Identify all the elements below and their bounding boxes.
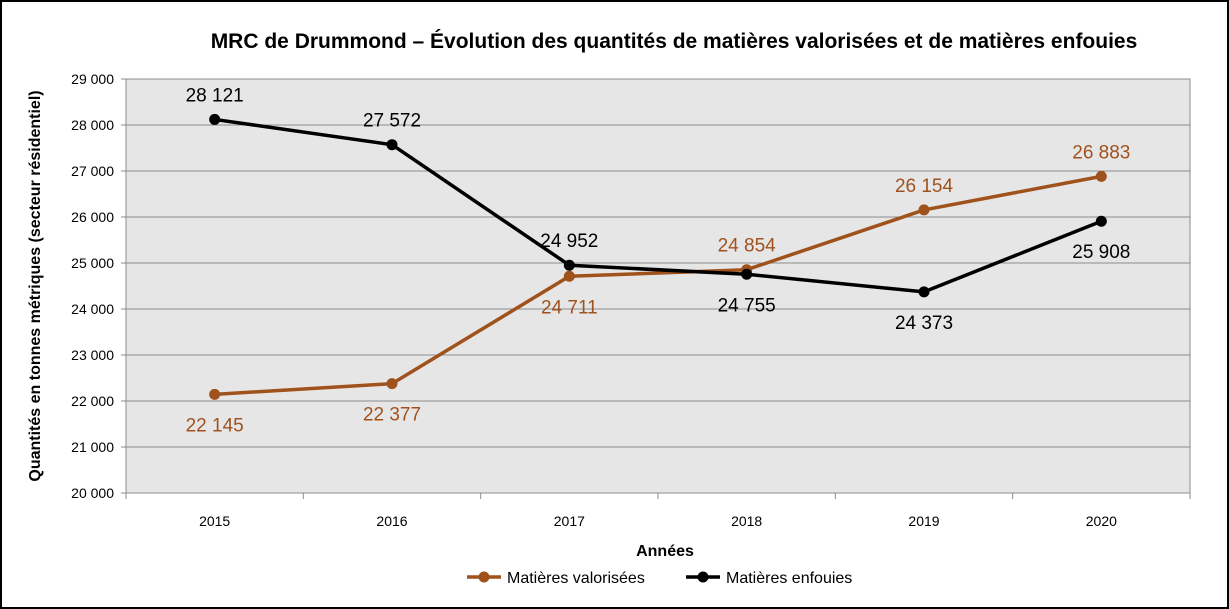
data-point-matieres-valorisees [918, 204, 930, 216]
legend-swatch-marker [478, 571, 490, 583]
data-point-matieres-enfouies [741, 268, 753, 280]
data-label-matieres-valorisees: 22 377 [363, 405, 421, 426]
data-point-matieres-valorisees [386, 378, 398, 390]
data-label-matieres-enfouies: 24 755 [718, 295, 776, 316]
x-tick-label: 2020 [1086, 513, 1117, 529]
series-line-matieres-valorisees [212, 174, 1104, 397]
x-tick-label: 2017 [554, 513, 585, 529]
data-label-matieres-valorisees: 26 883 [1072, 142, 1130, 163]
legend-item-matieres-valorisees: Matières valorisées [467, 570, 645, 587]
data-label-matieres-valorisees: 26 154 [895, 176, 954, 197]
y-tick-label: 29 000 [71, 71, 114, 87]
y-tick-label: 25 000 [71, 255, 114, 271]
data-label-matieres-valorisees: 24 854 [718, 236, 777, 257]
legend-item-matieres-enfouies: Matières enfouies [686, 570, 852, 587]
y-axis-ticks: 20 000 21 000 22 000 23 000 24 000 25 000 26 0… [71, 71, 126, 501]
x-tick-label: 2019 [908, 513, 939, 529]
data-label-matieres-enfouies: 25 908 [1072, 242, 1130, 263]
data-point-matieres-enfouies [563, 259, 575, 271]
y-tick-label: 23 000 [71, 347, 114, 363]
legend-swatch-marker [697, 571, 709, 583]
data-point-matieres-enfouies [918, 286, 930, 298]
legend-label: Matières valorisées [507, 570, 645, 587]
data-point-matieres-valorisees [209, 388, 221, 400]
data-point-matieres-enfouies [386, 139, 398, 151]
series-line-matieres-enfouies [212, 117, 1104, 294]
data-label-matieres-enfouies: 27 572 [363, 111, 421, 132]
series-layer [209, 113, 1107, 400]
x-tick-label: 2018 [731, 513, 762, 529]
data-labels: 22 145 22 377 24 711 24 854 26 154 26 883 28 1… [186, 85, 1131, 436]
data-label-matieres-enfouies: 24 373 [895, 313, 953, 334]
data-label-matieres-enfouies: 24 952 [540, 231, 598, 252]
y-tick-label: 21 000 [71, 439, 114, 455]
y-tick-label: 22 000 [71, 393, 114, 409]
y-tick-label: 27 000 [71, 163, 114, 179]
x-axis-ticks: 2015 2016 2017 2018 2019 2020 [125, 493, 1191, 529]
data-point-matieres-valorisees [1095, 170, 1107, 182]
y-tick-label: 28 000 [71, 117, 114, 133]
legend: Matières valorisées Matières enfouies [467, 570, 852, 587]
data-label-matieres-valorisees: 22 145 [186, 415, 244, 436]
data-label-matieres-valorisees: 24 711 [541, 297, 598, 318]
x-axis-label: Années [636, 543, 694, 560]
grid-lines [126, 78, 1190, 448]
plot-area [125, 78, 1191, 494]
data-label-matieres-enfouies: 28 121 [186, 85, 244, 106]
data-point-matieres-valorisees [563, 270, 575, 282]
x-tick-label: 2015 [199, 513, 230, 529]
y-tick-label: 26 000 [71, 209, 114, 225]
chart-title: MRC de Drummond – Évolution des quantité… [211, 30, 1138, 53]
x-tick-label: 2016 [376, 513, 407, 529]
data-point-matieres-enfouies [209, 113, 221, 125]
data-point-matieres-enfouies [1095, 215, 1107, 227]
y-tick-label: 20 000 [71, 485, 114, 501]
legend-label: Matières enfouies [726, 570, 852, 587]
y-axis-label: Quantités en tonnes métriques (secteur r… [27, 90, 44, 481]
y-tick-label: 24 000 [71, 301, 114, 317]
